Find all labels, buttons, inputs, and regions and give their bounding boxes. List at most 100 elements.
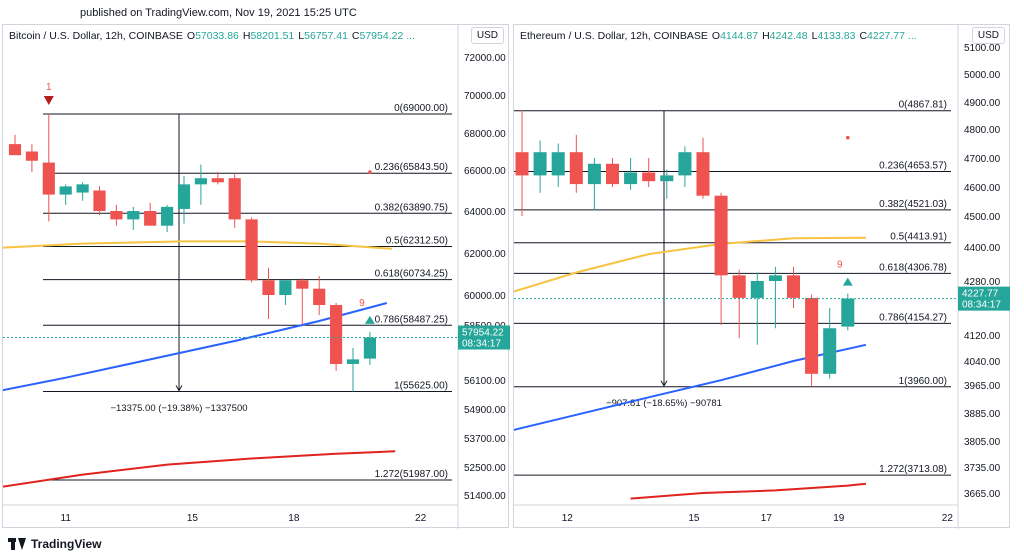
btc-ema-orange-line [3,240,392,250]
btc-y-tick-label: 62000.00 [464,249,506,260]
btc-candle-body [25,151,38,161]
btc-price-tag-value: 57954.22 [462,328,504,339]
btc-open: 57033.86 [195,30,239,42]
btc-y-tick-label: 54900.00 [464,405,506,416]
eth-fib-level-label: 0.786(4154.27) [879,312,947,323]
btc-candle-body [93,190,106,211]
btc-measure-label: −13375.00 (−19.38%) −1337500 [110,403,247,414]
btc-candle-body [144,211,157,226]
eth-candlestick-chart[interactable]: 5100.00 5000.00 4900.00 4800.00 4700.00 4600.… [514,25,1011,529]
eth-candle-body [823,328,837,374]
eth-candle-body [732,275,746,298]
eth-buy-arrow-icon [842,277,853,286]
eth-legend: Ethereum / U.S. Dollar, 12h, COINBASE O 4… [520,30,917,42]
btc-candle-body [194,178,207,185]
btc-y-tick-label: 72000.00 [464,53,506,64]
eth-y-tick-label: 3885.00 [964,409,1001,420]
eth-currency-button[interactable]: USD [971,27,1005,44]
btc-fib-level-label: 0.236(65843.50) [375,162,448,173]
eth-candle-body [569,152,583,185]
btc-chart-panel[interactable]: Bitcoin / U.S. Dollar, 12h, COINBASE O57… [2,24,510,529]
eth-x-tick-label: 17 [761,513,773,524]
eth-y-tick-label: 4120.00 [964,331,1001,342]
eth-measure-arrowhead [660,380,668,387]
btc-y-tick-label: 64000.00 [464,207,506,218]
btc-fib-level-label: 0.618(60734.25) [375,269,448,280]
eth-signal-dot [846,135,850,140]
btc-candle-body [76,184,89,193]
btc-price-tag [458,325,510,350]
btc-candle-body [127,211,140,220]
eth-y-tick-label: 3735.00 [964,463,1001,474]
btc-candle-body [228,178,241,220]
eth-x-tick-label: 15 [688,513,700,524]
btc-candle-body [262,280,275,295]
btc-fib-level-label: 0.5(62312.50) [386,235,448,246]
eth-candle-body [678,152,692,176]
btc-candle-body [330,305,343,364]
eth-chart-panel[interactable]: Ethereum / U.S. Dollar, 12h, COINBASE O 4… [513,24,1011,529]
eth-price-tag-countdown: 08:34:17 [962,300,1001,311]
eth-y-tick-label: 4280.00 [964,277,1001,288]
btc-l-label: L [298,30,305,42]
btc-ema-blue-line [3,302,388,392]
eth-y-tick-label: 3805.00 [964,437,1001,448]
btc-legend: Bitcoin / U.S. Dollar, 12h, COINBASE O57… [9,30,415,42]
eth-y-tick-label: 5000.00 [964,70,1001,81]
btc-currency-button[interactable]: USD [470,27,504,44]
btc-x-tick-label: 22 [415,513,427,524]
btc-y-tick-label: 60000.00 [464,291,506,302]
btc-candle-body [313,288,326,305]
btc-y-tick-label: 52500.00 [464,463,506,474]
btc-y-tick-label: 56100.00 [464,376,506,387]
btc-measure-arrowhead [175,385,183,392]
eth-fib-level-label: 0.382(4521.03) [879,199,947,210]
eth-candle-body [696,152,710,196]
btc-close: 57954.22 ... [359,30,415,42]
eth-y-tick-label: 4700.00 [964,154,1001,165]
published-caption: published on TradingView.com, Nov 19, 20… [80,7,357,19]
btc-y-tick-label: 51400.00 [464,491,506,502]
eth-y-tick-label: 3665.00 [964,489,1001,500]
btc-symbol[interactable]: Bitcoin / U.S. Dollar, 12h, COINBASE [9,30,183,42]
eth-candle-body [605,163,620,185]
btc-price-tag-countdown: 08:34:17 [462,339,501,350]
btc-candle-body [279,280,292,295]
tradingview-brand: TradingView [31,537,102,551]
btc-fib-level-label: 0.382(63890.75) [375,202,448,213]
eth-ema-red-line [630,482,867,500]
btc-candlestick-chart[interactable]: 72000.00 70000.00 68000.00 66000.00 64000.00… [3,25,510,529]
btc-sell-arrow-icon [43,96,54,105]
btc-y-tick-label: 53700.00 [464,434,506,445]
eth-y-tick-label: 4900.00 [964,98,1001,109]
btc-c-label: C [351,30,360,42]
eth-candle-body [515,152,529,176]
eth-o-label: O [711,30,721,42]
btc-fib-level-label: 0(69000.00) [394,103,448,114]
eth-fib-level-label: 0(4867.81) [899,100,947,111]
eth-candle-body [750,281,764,298]
btc-candle-body [110,211,123,220]
btc-o-label: O [186,30,196,42]
eth-fib-level-label: 1(3960.00) [899,376,947,387]
btc-candle-body [161,206,174,226]
eth-symbol[interactable]: Ethereum / U.S. Dollar, 12h, COINBASE [520,30,708,42]
eth-close: 4227.77 ... [867,30,917,42]
tradingview-footer[interactable]: TradingView [8,537,101,551]
btc-x-tick-label: 15 [187,513,199,524]
eth-price-tag [958,286,1010,311]
btc-x-tick-label: 11 [61,513,72,524]
eth-y-tick-label: 4400.00 [964,243,1001,254]
eth-candle-body [624,172,638,185]
eth-candle-body [805,297,819,374]
tradingview-logo-icon [8,538,26,550]
btc-low: 56757.41 [304,30,348,42]
eth-candle-body [587,163,601,185]
btc-candle-body [8,144,22,156]
btc-fib-level-label: 1(55625.00) [394,380,448,391]
eth-x-tick-label: 19 [833,513,845,524]
eth-y-tick-label: 5100.00 [964,43,1001,54]
eth-candle-body [768,275,782,281]
eth-candle-body [642,172,656,182]
eth-l-label: L [811,30,818,42]
